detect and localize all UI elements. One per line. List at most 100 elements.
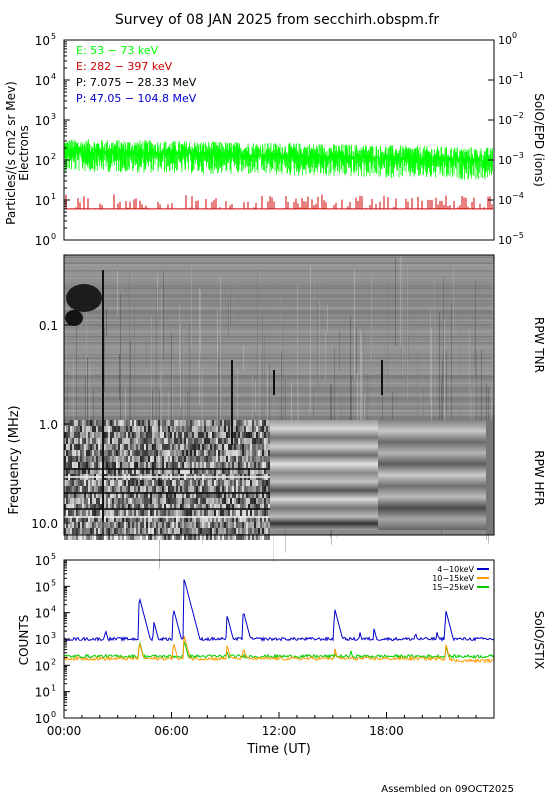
- rpw-hfr-cell: [106, 462, 108, 468]
- rpw-hfr-cell: [146, 420, 148, 426]
- rpw-streak: [106, 308, 107, 337]
- rpw-streak: [86, 304, 87, 468]
- rpw-hfr-cell: [264, 450, 266, 456]
- rpw-hfr-cell: [70, 444, 72, 450]
- rpw-hfr-cell: [236, 510, 238, 516]
- rpw-hfr-cell: [180, 516, 182, 522]
- rpw-hfr-cell: [122, 492, 124, 498]
- rpw-hfr-cell: [88, 462, 90, 468]
- rpw-hfr-cell: [206, 522, 208, 528]
- rpw-hfr-cell: [234, 534, 236, 540]
- rpw-hfr-cell: [122, 456, 124, 462]
- rpw-hfr-cell: [84, 420, 86, 426]
- rpw-hfr-cell: [192, 468, 194, 474]
- rpw-hfr-cell: [82, 444, 84, 450]
- rpw-streak: [364, 394, 365, 439]
- rpw-hfr-cell: [82, 480, 84, 486]
- rpw-hfr-cell: [128, 420, 130, 426]
- rpw-hfr-cell: [196, 432, 198, 438]
- rpw-hfr-cell: [176, 426, 178, 432]
- rpw-tnr-band: [64, 295, 494, 297]
- rpw-hfr-cell: [148, 480, 150, 486]
- rpw-hfr-cell: [192, 498, 194, 504]
- rpw-hfr-cell: [146, 438, 148, 444]
- rpw-tnr-band: [64, 390, 494, 392]
- rpw-hfr-cell: [234, 462, 236, 468]
- rpw-hfr-cell: [138, 510, 140, 516]
- rpw-hfr-cell: [182, 456, 184, 462]
- rpw-hfr-cell: [222, 522, 224, 528]
- rpw-hfr-cell: [246, 522, 248, 528]
- rpw-hfr-cell: [116, 462, 118, 468]
- rpw-hfr-cell: [106, 498, 108, 504]
- rpw-hfr-cell: [76, 438, 78, 444]
- rpw-hfr-cell: [142, 522, 144, 528]
- rpw-hfr-cell: [162, 498, 164, 504]
- rpw-tnr-band: [64, 327, 494, 329]
- rpw-hfr-cell: [180, 480, 182, 486]
- rpw-hfr-cell: [188, 450, 190, 456]
- rpw-hfr-cell: [88, 492, 90, 498]
- rpw-hfr-cell: [218, 516, 220, 522]
- rpw-hfr-line: [64, 476, 270, 478]
- rpw-hfr-cell: [126, 444, 128, 450]
- rpw-hfr-cell: [252, 432, 254, 438]
- rpw-hfr-cell: [174, 438, 176, 444]
- rpw-hfr-cell: [122, 486, 124, 492]
- rpw-tnr-band: [64, 354, 494, 356]
- rpw-hfr-cell: [182, 522, 184, 528]
- rpw-hfr-cell: [122, 438, 124, 444]
- rpw-hfr-cell: [214, 528, 216, 534]
- rpw-hfr-cell: [224, 450, 226, 456]
- rpw-streak: [171, 332, 172, 433]
- rpw-hfr-cell: [126, 528, 128, 534]
- rpw-tnr-band: [64, 337, 494, 339]
- rpw-hfr-cell: [64, 528, 66, 534]
- rpw-hfr-cell: [128, 486, 130, 492]
- rpw-hfr-cell: [84, 492, 86, 498]
- stix-legend-label: 15−25keV: [432, 583, 474, 592]
- rpw-hfr-cell: [78, 444, 80, 450]
- rpw-hfr-cell: [260, 510, 262, 516]
- rpw-hfr-cell: [108, 468, 110, 474]
- rpw-hfr-cell: [106, 510, 108, 516]
- rpw-hfr-cell: [152, 498, 154, 504]
- rpw-hfr-cell: [82, 438, 84, 444]
- rpw-hfr-cell: [192, 426, 194, 432]
- rpw-hfr-cell: [132, 504, 134, 510]
- rpw-hfr-cell: [232, 468, 234, 474]
- rpw-hfr-cell: [136, 462, 138, 468]
- rpw-hfr-cell: [140, 486, 142, 492]
- rpw-hfr-cell: [262, 528, 264, 534]
- rpw-hfr-cell: [238, 462, 240, 468]
- rpw-hfr-cell: [70, 432, 72, 438]
- rpw-hfr-cell: [130, 468, 132, 474]
- rpw-hfr-cell: [108, 438, 110, 444]
- rpw-hfr-cell: [92, 522, 94, 528]
- stix-ytick-exponent: 5: [51, 552, 56, 561]
- rpw-hfr-cell: [204, 516, 206, 522]
- rpw-hfr-cell: [154, 432, 156, 438]
- rpw-hfr-cell: [200, 504, 202, 510]
- rpw-hfr-cell: [254, 462, 256, 468]
- rpw-hfr-cell: [94, 486, 96, 492]
- rpw-hfr-cell: [208, 510, 210, 516]
- rpw-hfr-cell: [130, 522, 132, 528]
- rpw-hfr-cell: [96, 468, 98, 474]
- rpw-hfr-cell: [168, 468, 170, 474]
- rpw-hfr-cell: [224, 516, 226, 522]
- rpw-hfr-cell: [148, 528, 150, 534]
- rpw-hfr-cell: [98, 534, 100, 540]
- rpw-streak: [413, 308, 414, 346]
- rpw-hfr-cell: [100, 504, 102, 510]
- rpw-hfr-cell: [188, 444, 190, 450]
- rpw-hfr-cell: [66, 462, 68, 468]
- rpw-hfr-cell: [88, 468, 90, 474]
- rpw-hfr-cell: [256, 480, 258, 486]
- rpw-hfr-cell: [90, 486, 92, 492]
- rpw-hfr-cell: [138, 522, 140, 528]
- rpw-hfr-cell: [198, 498, 200, 504]
- rpw-hfr-cell: [136, 468, 138, 474]
- rpw-hfr-cell: [204, 426, 206, 432]
- rpw-hfr-cell: [66, 534, 68, 540]
